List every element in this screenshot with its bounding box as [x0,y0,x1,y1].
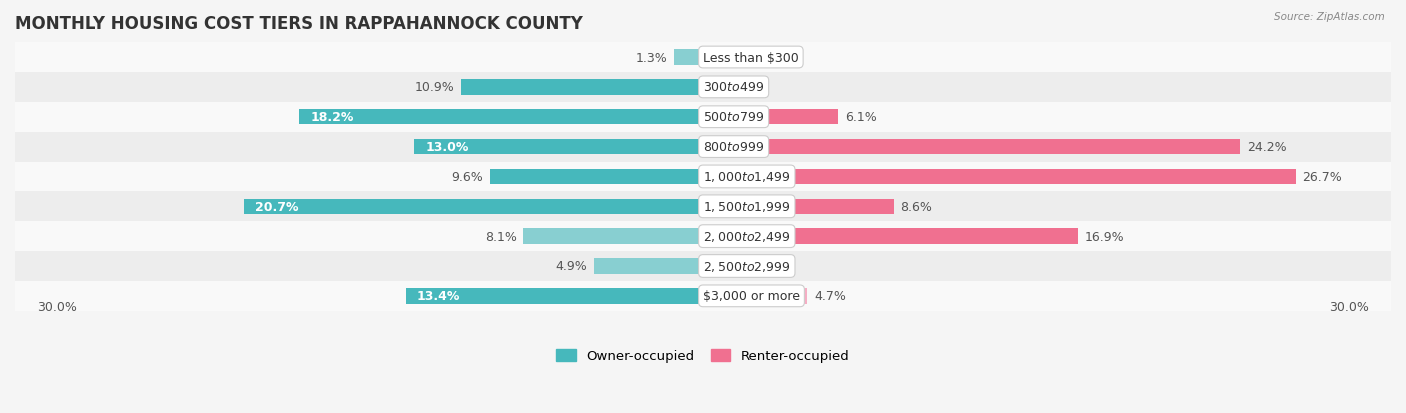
Bar [405,288,703,304]
Text: $1,000 to $1,499: $1,000 to $1,499 [703,170,790,184]
Text: 0.0%: 0.0% [710,81,741,94]
Bar [15,281,1391,311]
Text: 30.0%: 30.0% [1329,300,1369,313]
Text: Source: ZipAtlas.com: Source: ZipAtlas.com [1274,12,1385,22]
Bar [703,140,1240,155]
Text: MONTHLY HOUSING COST TIERS IN RAPPAHANNOCK COUNTY: MONTHLY HOUSING COST TIERS IN RAPPAHANNO… [15,15,583,33]
Bar [15,252,1391,281]
Bar [15,222,1391,252]
Text: 13.0%: 13.0% [426,141,470,154]
Text: 30.0%: 30.0% [37,300,77,313]
Bar [299,110,703,125]
Legend: Owner-occupied, Renter-occupied: Owner-occupied, Renter-occupied [551,344,855,368]
Bar [15,43,1391,73]
Bar [15,132,1391,162]
Bar [523,229,703,244]
Bar [461,80,703,95]
Text: 4.9%: 4.9% [555,260,588,273]
Text: $1,500 to $1,999: $1,500 to $1,999 [703,200,790,214]
Text: 24.2%: 24.2% [1247,141,1286,154]
Text: $500 to $799: $500 to $799 [703,111,765,124]
Bar [243,199,703,214]
Text: 10.9%: 10.9% [415,81,454,94]
Text: $2,500 to $2,999: $2,500 to $2,999 [703,259,790,273]
Bar [703,199,894,214]
Text: $300 to $499: $300 to $499 [703,81,765,94]
Bar [15,102,1391,132]
Bar [415,140,703,155]
Text: $3,000 or more: $3,000 or more [703,290,800,303]
Text: 16.9%: 16.9% [1085,230,1125,243]
Text: $2,000 to $2,499: $2,000 to $2,499 [703,230,790,244]
Bar [15,162,1391,192]
Text: 13.4%: 13.4% [416,290,460,303]
Text: $800 to $999: $800 to $999 [703,141,765,154]
Bar [673,50,703,66]
Bar [703,229,1078,244]
Bar [703,169,1295,185]
Bar [15,73,1391,102]
Bar [703,288,807,304]
Text: 20.7%: 20.7% [254,200,298,213]
Bar [703,110,838,125]
Text: 0.0%: 0.0% [710,51,741,64]
Text: 6.1%: 6.1% [845,111,877,124]
Text: 1.3%: 1.3% [636,51,668,64]
Bar [489,169,703,185]
Text: 0.14%: 0.14% [713,260,752,273]
Text: 26.7%: 26.7% [1302,171,1341,183]
Text: 18.2%: 18.2% [311,111,353,124]
Text: 8.6%: 8.6% [900,200,932,213]
Text: 4.7%: 4.7% [814,290,846,303]
Bar [15,192,1391,222]
Text: 8.1%: 8.1% [485,230,516,243]
Bar [703,259,706,274]
Bar [595,259,703,274]
Text: Less than $300: Less than $300 [703,51,799,64]
Text: 9.6%: 9.6% [451,171,484,183]
